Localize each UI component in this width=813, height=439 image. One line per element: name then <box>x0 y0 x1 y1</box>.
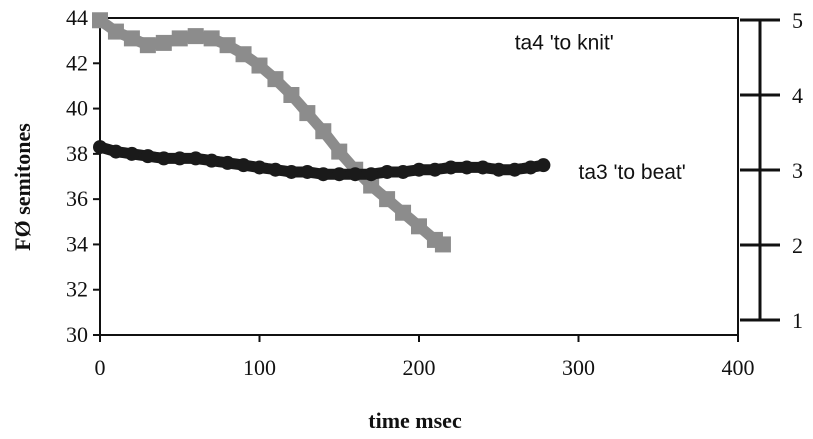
x-tick-label: 400 <box>722 355 755 380</box>
data-point <box>251 57 268 74</box>
data-point <box>171 30 188 47</box>
data-point <box>156 151 171 166</box>
secondary-axis-tick-label: 4 <box>792 83 803 108</box>
series-ta4-to-knit <box>92 12 451 253</box>
data-point <box>379 191 396 208</box>
x-axis-title: time msec <box>368 408 462 433</box>
data-point <box>140 149 155 164</box>
series-line <box>96 15 447 250</box>
y-tick-label: 34 <box>66 231 88 256</box>
data-point <box>124 146 139 161</box>
series-ta3-to-beat <box>93 140 551 182</box>
data-point <box>155 34 172 51</box>
data-point <box>107 23 124 40</box>
data-point <box>411 218 427 235</box>
data-point <box>300 164 315 179</box>
x-tick-label: 100 <box>243 355 276 380</box>
data-point <box>267 71 284 88</box>
data-point <box>380 164 395 179</box>
secondary-axis-tick-label: 5 <box>792 8 803 33</box>
y-tick-label: 44 <box>66 5 88 30</box>
data-point <box>523 160 538 175</box>
data-point <box>299 105 316 122</box>
data-point <box>284 164 299 179</box>
data-point <box>475 160 490 175</box>
y-tick-label: 32 <box>66 277 88 302</box>
series-label: ta3 'to beat' <box>579 161 686 184</box>
data-point <box>364 167 379 182</box>
y-tick-label: 40 <box>66 96 88 121</box>
data-point <box>443 160 458 175</box>
data-point <box>172 151 187 166</box>
data-point <box>252 160 267 175</box>
data-point <box>395 204 412 221</box>
secondary-axis-tick-label: 2 <box>792 233 803 258</box>
data-point <box>434 236 451 253</box>
x-tick-label: 200 <box>403 355 436 380</box>
data-point <box>220 155 235 170</box>
data-point <box>332 167 347 182</box>
series-layer <box>92 12 551 253</box>
data-point <box>203 30 220 47</box>
data-point <box>187 28 204 45</box>
secondary-axis-tick-label: 1 <box>792 308 803 333</box>
y-tick-label: 36 <box>66 186 88 211</box>
data-point <box>236 158 251 173</box>
data-point <box>268 162 283 177</box>
data-point <box>507 162 522 177</box>
y-tick-label: 42 <box>66 50 88 75</box>
x-tick-label: 0 <box>95 355 106 380</box>
data-point <box>363 177 380 194</box>
x-axis-ticks: 0 100 200 300 400 <box>95 335 755 380</box>
data-point <box>412 162 426 177</box>
data-point <box>427 162 442 177</box>
data-point <box>283 86 300 103</box>
y-axis-title: FØ semitones <box>10 123 35 251</box>
data-point <box>219 37 236 54</box>
data-point <box>459 160 474 175</box>
series-label: ta4 'to knit' <box>515 32 614 55</box>
annotations: ta4 'to knit' ta3 'to beat' <box>515 32 686 184</box>
x-tick-label: 300 <box>562 355 595 380</box>
data-point <box>139 37 156 54</box>
data-point <box>188 151 203 166</box>
y-axis-ticks: 30 32 34 36 38 40 42 44 <box>66 5 100 347</box>
data-point <box>316 167 331 182</box>
data-point <box>491 162 506 177</box>
data-point <box>331 143 348 160</box>
data-point <box>235 46 252 63</box>
y-tick-label: 38 <box>66 141 88 166</box>
data-point <box>396 164 411 179</box>
data-point <box>123 30 140 47</box>
data-point <box>93 140 107 155</box>
data-point <box>108 144 123 159</box>
data-point <box>536 158 551 173</box>
y-tick-label: 30 <box>66 322 88 347</box>
secondary-y-axis: 1 2 3 4 5 <box>740 8 803 333</box>
data-point <box>315 123 332 140</box>
data-point <box>348 167 363 182</box>
data-point <box>204 153 219 168</box>
data-point <box>92 12 108 29</box>
secondary-axis-tick-label: 3 <box>792 158 803 183</box>
